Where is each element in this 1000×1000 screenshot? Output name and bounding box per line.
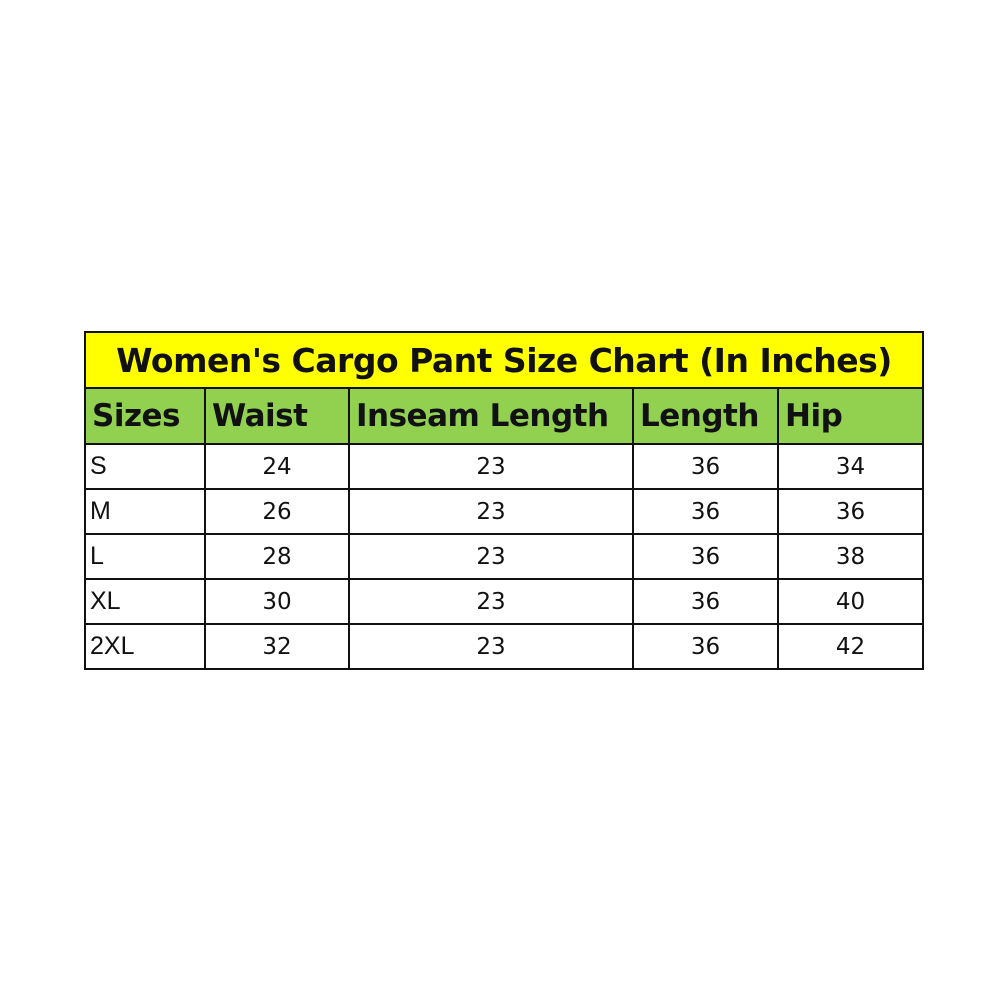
table-row: 2XL 32 23 36 42 — [84, 623, 925, 670]
cell-size: XL — [84, 578, 206, 625]
header-length: Length — [632, 387, 779, 445]
cell-inseam-length: 23 — [348, 578, 634, 625]
cell-hip: 34 — [776, 443, 925, 490]
cell-length: 36 — [632, 443, 779, 490]
cell-length: 36 — [632, 488, 779, 535]
cell-length: 36 — [632, 578, 779, 625]
cell-hip: 42 — [776, 623, 925, 670]
cell-waist: 26 — [204, 488, 350, 535]
table-row: M 26 23 36 36 — [84, 488, 925, 535]
cell-inseam-length: 23 — [348, 443, 634, 490]
cell-hip: 40 — [776, 578, 925, 625]
header-row: Sizes Waist Inseam Length Length Hip — [84, 387, 925, 445]
cell-inseam-length: 23 — [348, 623, 634, 670]
cell-length: 36 — [632, 533, 779, 580]
cell-hip: 36 — [776, 488, 925, 535]
table-row: S 24 23 36 34 — [84, 443, 925, 490]
cell-size: 2XL — [84, 623, 206, 670]
header-hip: Hip — [776, 387, 925, 445]
cell-size: S — [84, 443, 206, 490]
cell-waist: 24 — [204, 443, 350, 490]
table-row: L 28 23 36 38 — [84, 533, 925, 580]
table-row: XL 30 23 36 40 — [84, 578, 925, 625]
cell-size: M — [84, 488, 206, 535]
chart-title: Women's Cargo Pant Size Chart (In Inches… — [83, 331, 925, 389]
size-chart-table: Women's Cargo Pant Size Chart (In Inches… — [83, 331, 925, 670]
cell-size: L — [84, 533, 206, 580]
header-inseam-length: Inseam Length — [348, 387, 634, 445]
cell-length: 36 — [632, 623, 779, 670]
header-waist: Waist — [204, 387, 350, 445]
cell-inseam-length: 23 — [348, 533, 634, 580]
cell-waist: 28 — [204, 533, 350, 580]
cell-inseam-length: 23 — [348, 488, 634, 535]
header-sizes: Sizes — [84, 387, 206, 445]
cell-hip: 38 — [776, 533, 925, 580]
cell-waist: 32 — [204, 623, 350, 670]
cell-waist: 30 — [204, 578, 350, 625]
